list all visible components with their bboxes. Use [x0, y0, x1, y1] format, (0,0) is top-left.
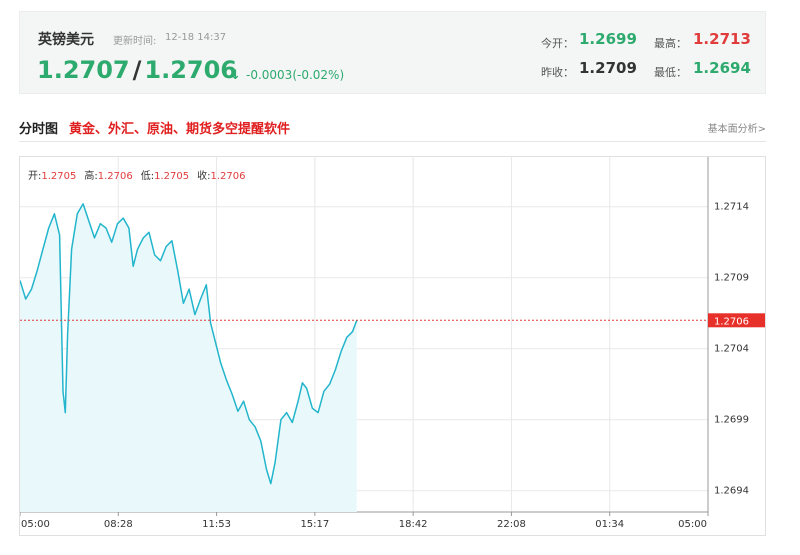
- price-change: -0.0003(-0.02%): [246, 68, 345, 82]
- promo-link[interactable]: 黄金、外汇、原油、期货多空提醒软件: [69, 122, 291, 137]
- high-label: 最高：: [654, 37, 687, 50]
- ohlc-close-value: 1.2706: [210, 171, 246, 182]
- x-tick-label: 05:00: [21, 519, 50, 530]
- x-tick-label: 08:28: [104, 519, 133, 530]
- x-tick-label: 15:17: [300, 519, 329, 530]
- x-tick-label: 22:08: [497, 519, 526, 530]
- ohlc-high-label: 高:: [84, 171, 98, 182]
- ohlc-open-value: 1.2705: [41, 171, 77, 182]
- low-value: 1.2694: [693, 59, 751, 77]
- ohlc-high-value: 1.2706: [97, 171, 133, 182]
- last-price-tag: [708, 313, 765, 328]
- ohlc-low-label: 低:: [140, 171, 155, 182]
- x-tick-label: 05:00: [678, 519, 707, 530]
- bid-price: 1.2707: [37, 56, 130, 84]
- y-tick-label: 1.2714: [714, 202, 749, 213]
- chart-canvas: 05:00 08:28 11:53 15:17 18:42 22:08 01:34 05:00…: [20, 157, 765, 530]
- high-value: 1.2713: [693, 30, 751, 48]
- update-time-label: 更新时间:: [113, 36, 157, 47]
- ohlc-low-value: 1.2705: [154, 171, 190, 182]
- price-line: [20, 203, 358, 485]
- ohlc-close-label: 收:: [197, 171, 211, 182]
- intraday-chart: 05:00 08:28 11:53 15:17 18:42 22:08 01:34 05:00…: [19, 156, 766, 536]
- y-tick-label: 1.2694: [714, 486, 749, 497]
- open-label: 今开：: [541, 37, 574, 50]
- y-tick-label: 1.2709: [714, 273, 749, 284]
- y-tick-label: 1.2704: [714, 344, 749, 355]
- price-row: 1.2707/1.2706: [37, 56, 237, 84]
- update-time: 12-18 14:37: [165, 32, 227, 43]
- down-arrow-icon: ↓: [230, 68, 241, 83]
- quote-panel: 英镑美元 更新时间: 12-18 14:37 1.2707/1.2706 ↓ -…: [19, 11, 766, 94]
- price-area-fill: [20, 203, 357, 512]
- section-header: 分时图 黄金、外汇、原油、期货多空提醒软件 基本面分析>: [19, 116, 766, 142]
- price-separator: /: [132, 56, 142, 84]
- ohlc-open-label: 开:: [28, 171, 42, 182]
- y-tick-label: 1.2699: [714, 415, 749, 426]
- open-value: 1.2699: [579, 30, 637, 48]
- prev-close-label: 昨收：: [541, 66, 574, 79]
- ohlc-readout: 开:1.2705 高:1.2706 低:1.2705 收:1.2706: [28, 167, 254, 182]
- x-tick-label: 11:53: [202, 519, 231, 530]
- fundamental-analysis-link[interactable]: 基本面分析>: [707, 124, 766, 135]
- x-tick-label: 01:34: [595, 519, 624, 530]
- instrument-name: 英镑美元: [38, 32, 94, 48]
- last-price-label: 1.2706: [714, 316, 749, 327]
- ask-price: 1.2706: [144, 56, 238, 84]
- low-label: 最低：: [654, 66, 687, 79]
- section-title: 分时图: [19, 122, 59, 137]
- x-tick-label: 18:42: [399, 519, 428, 530]
- prev-close-value: 1.2709: [579, 59, 637, 77]
